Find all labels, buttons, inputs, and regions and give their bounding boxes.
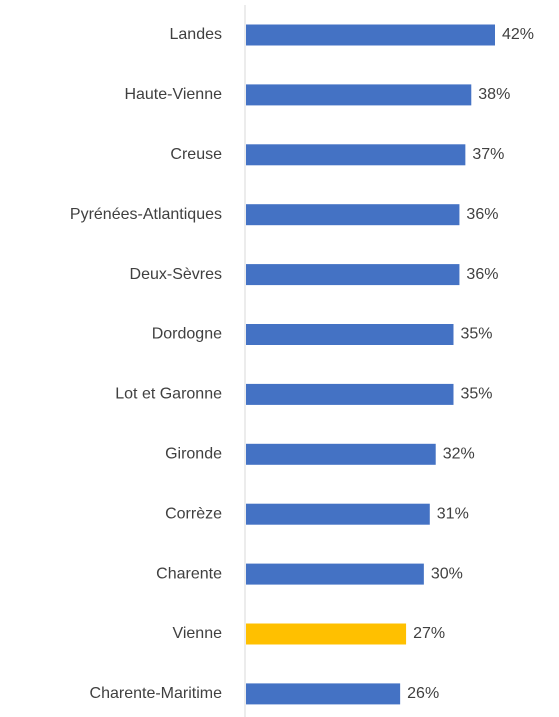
bar <box>246 383 454 405</box>
bar <box>246 144 466 166</box>
category-label: Corrèze <box>165 505 222 522</box>
bar <box>246 503 430 525</box>
value-label: 37% <box>472 146 504 163</box>
value-label: 36% <box>466 266 498 283</box>
value-label: 35% <box>461 386 493 403</box>
value-label: 30% <box>431 565 463 582</box>
bar <box>246 443 436 465</box>
category-label: Deux-Sèvres <box>130 266 222 283</box>
bar <box>246 84 472 106</box>
bar <box>246 563 424 585</box>
category-label: Charente <box>156 565 222 582</box>
bar <box>246 683 401 705</box>
value-label: 26% <box>407 685 439 702</box>
bar <box>246 264 460 286</box>
value-label: 35% <box>461 326 493 343</box>
bar <box>246 623 407 645</box>
category-label: Vienne <box>172 625 222 642</box>
value-label: 38% <box>478 86 510 103</box>
category-label: Gironde <box>165 446 222 463</box>
value-label: 36% <box>466 206 498 223</box>
category-label: Dordogne <box>152 326 222 343</box>
value-label: 32% <box>443 446 475 463</box>
bar <box>246 24 495 46</box>
category-label: Haute-Vienne <box>124 86 222 103</box>
category-label: Charente-Maritime <box>90 685 223 702</box>
value-label: 31% <box>437 505 469 522</box>
value-label: 27% <box>413 625 445 642</box>
category-label: Creuse <box>170 146 222 163</box>
category-label: Lot et Garonne <box>115 386 222 403</box>
bar <box>246 324 454 345</box>
category-label: Landes <box>170 26 223 43</box>
value-label: 42% <box>502 26 534 43</box>
bar <box>246 204 460 226</box>
category-label: Pyrénées-Atlantiques <box>70 206 222 223</box>
